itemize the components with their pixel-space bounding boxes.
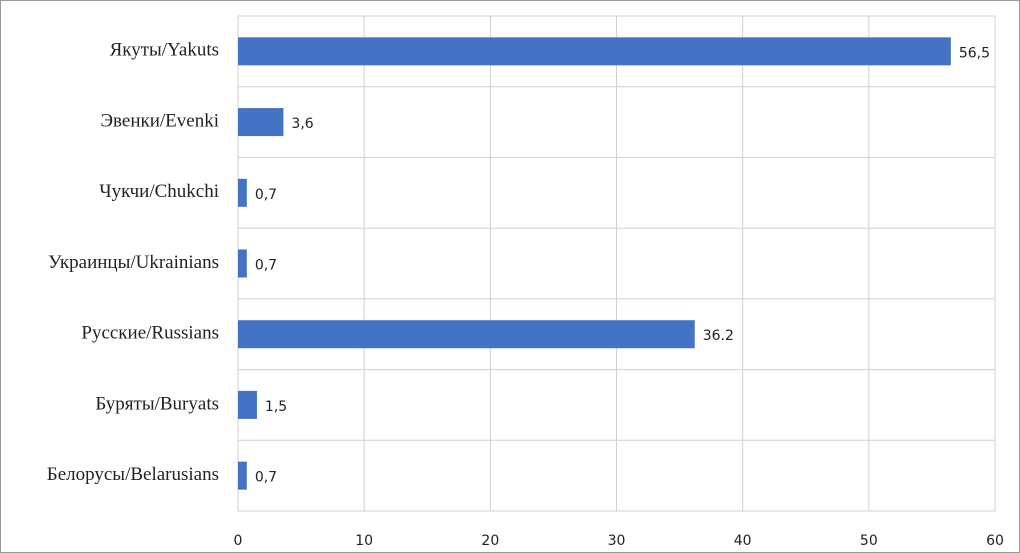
y-tick-label: Русские/Russians: [81, 323, 219, 344]
y-tick-label: Эвенки/Evenki: [101, 110, 220, 131]
y-tick-label: Белорусы/Belarusians: [47, 464, 219, 485]
value-label: 36.2: [703, 328, 734, 344]
x-tick-label: 20: [481, 533, 499, 549]
value-label: 3,6: [291, 116, 313, 132]
bar: [238, 249, 247, 278]
x-tick-label: 40: [734, 533, 752, 549]
y-tick-label: Украинцы/Ukrainians: [48, 252, 219, 273]
value-label: 56,5: [959, 45, 990, 61]
bar: [238, 108, 284, 137]
x-tick-label: 60: [986, 533, 1004, 549]
value-label: 0,7: [255, 258, 277, 274]
bar: [238, 178, 247, 207]
value-label: 0,7: [255, 187, 277, 203]
value-label: 0,7: [255, 470, 277, 486]
bar: [238, 320, 695, 349]
y-tick-label: Чукчи/Chukchi: [99, 181, 219, 202]
bar: [238, 461, 247, 490]
x-tick-label: 30: [608, 533, 626, 549]
x-tick-label: 50: [860, 533, 878, 549]
bar: [238, 390, 257, 419]
x-tick-label: 10: [355, 533, 373, 549]
value-label: 1,5: [265, 399, 287, 415]
bar: [238, 37, 951, 66]
y-tick-label: Якуты/Yakuts: [110, 40, 219, 61]
y-tick-label: Буряты/Buryats: [95, 393, 219, 414]
x-tick-label: 0: [234, 533, 243, 549]
